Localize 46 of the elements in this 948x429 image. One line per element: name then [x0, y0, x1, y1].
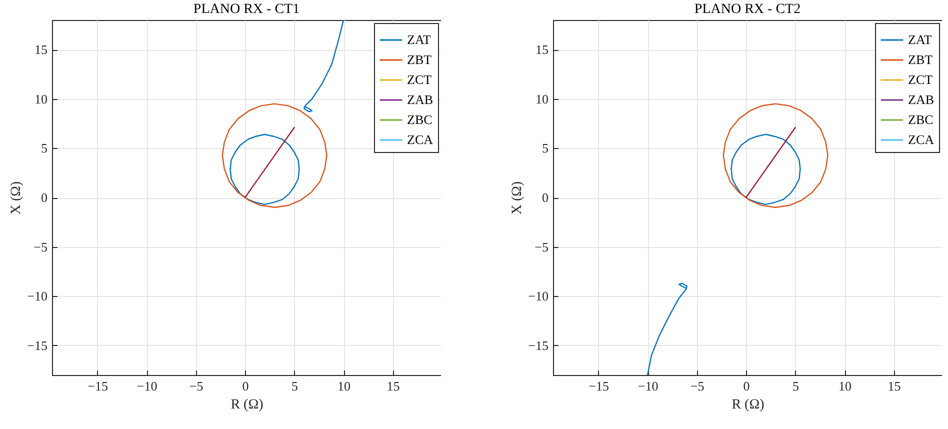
y-tick-label: −5 [534, 239, 548, 254]
x-axis-title: R (Ω) [732, 398, 765, 412]
legend-label: ZAT [407, 32, 431, 47]
chart-title: PLANO RX - CT1 [193, 2, 300, 17]
legend-label: ZAT [908, 32, 932, 47]
legend-label: ZBT [908, 52, 933, 67]
y-axis-title: X (Ω) [510, 180, 526, 215]
x-tick-label: 0 [242, 378, 249, 394]
x-tick-label: −5 [690, 378, 704, 394]
legend-label: ZCT [407, 72, 432, 87]
legend-label: ZCA [908, 132, 935, 147]
legend-label: ZBT [407, 52, 432, 67]
y-tick-label: −10 [27, 288, 48, 304]
y-tick-label: −5 [34, 239, 48, 254]
x-tick-label: −10 [638, 378, 658, 394]
legend-label: ZAB [908, 92, 934, 107]
y-axis-title: X (Ω) [9, 180, 24, 215]
x-tick-label: −5 [189, 378, 204, 394]
x-tick-label: 15 [888, 378, 901, 394]
x-tick-label: −10 [136, 378, 158, 394]
y-tick-label: −15 [528, 338, 548, 353]
legend-label: ZBC [407, 112, 432, 127]
y-tick-label: 15 [536, 42, 548, 58]
y-tick-label: 0 [542, 190, 548, 205]
y-tick-label: −15 [27, 338, 48, 353]
y-tick-label: −10 [528, 288, 548, 304]
x-tick-label: 10 [338, 378, 351, 394]
legend-label: ZBC [908, 112, 934, 127]
y-tick-label: 10 [34, 91, 48, 106]
x-tick-label: −15 [588, 378, 609, 394]
y-tick-label: 5 [542, 140, 548, 156]
x-tick-label: 5 [292, 378, 298, 394]
x-tick-label: 15 [386, 378, 400, 394]
x-tick-label: 0 [743, 378, 750, 394]
y-tick-label: 15 [34, 42, 48, 58]
x-axis-title: R (Ω) [230, 398, 264, 412]
y-tick-label: 10 [536, 91, 548, 106]
x-tick-label: −15 [88, 378, 108, 394]
x-tick-label: 10 [838, 378, 852, 394]
legend-label: ZCA [407, 132, 434, 147]
chart-title: PLANO RX - CT2 [694, 2, 801, 17]
x-tick-label: 5 [792, 378, 800, 394]
y-tick-label: 5 [41, 140, 48, 156]
y-tick-label: 0 [41, 190, 48, 205]
legend-label: ZCT [908, 72, 933, 87]
legend-label: ZAB [407, 92, 434, 107]
